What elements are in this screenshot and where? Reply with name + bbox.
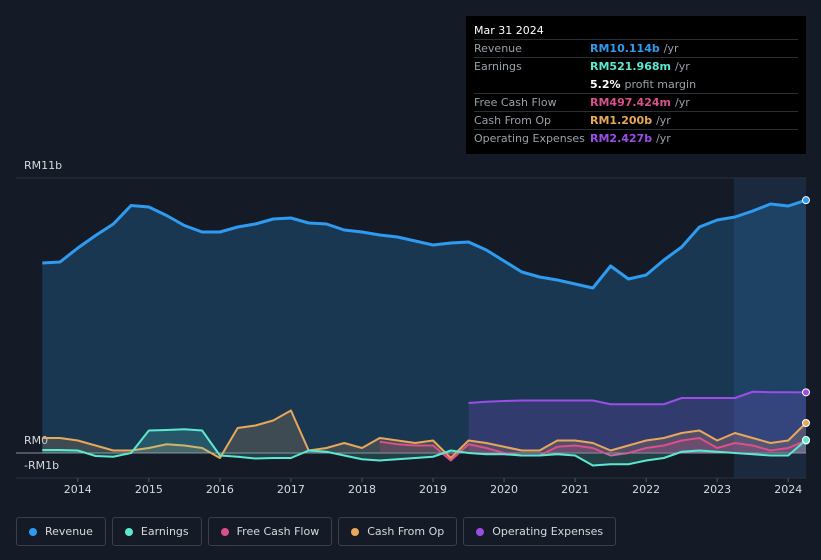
series-line: [42, 428, 807, 467]
x-tick-label: 2016: [206, 483, 234, 496]
legend-swatch: [476, 527, 485, 536]
series-area: [42, 410, 807, 458]
tooltip: Mar 31 2024 Revenue RM10.114b/yr Earnings R…: [466, 16, 806, 154]
legend-swatch: [220, 527, 229, 536]
tooltip-unit: /yr: [674, 60, 690, 74]
legend-item[interactable]: Cash From Op: [338, 517, 458, 546]
legend-item[interactable]: Earnings: [111, 517, 202, 546]
tooltip-row: Cash From Op RM1.200b/yr: [474, 111, 798, 129]
legend-label: Cash From Op: [367, 525, 445, 538]
series-line: [379, 437, 807, 462]
tooltip-unit: /yr: [656, 114, 671, 128]
x-tick-label: 2018: [348, 483, 376, 496]
tooltip-label: Earnings: [474, 60, 522, 74]
y-tick-label: RM0: [24, 434, 48, 447]
series-line: [468, 390, 807, 406]
end-marker: [802, 419, 810, 427]
tooltip-value: RM521.968m: [590, 60, 671, 74]
legend-swatch: [124, 527, 133, 536]
tooltip-row: Operating Expenses RM2.427b/yr: [474, 129, 798, 147]
tooltip-value: 5.2%: [590, 77, 621, 91]
x-tick-label: 2014: [64, 483, 92, 496]
tooltip-value: RM2.427b: [590, 132, 653, 146]
x-tick-label: 2019: [419, 483, 447, 496]
tooltip-value: RM497.424m: [590, 95, 671, 109]
tooltip-row: Revenue RM10.114b/yr: [474, 39, 798, 57]
series-group: [379, 437, 807, 462]
tooltip-row: Earnings RM521.968m/yr: [474, 57, 798, 75]
series-area: [42, 200, 807, 453]
legend-swatch: [351, 527, 360, 536]
series-group: [42, 409, 807, 459]
x-tick-label: 2020: [490, 483, 518, 496]
legend-label: Revenue: [45, 525, 93, 538]
series-group: [42, 428, 807, 467]
tooltip-unit: /yr: [656, 132, 671, 146]
x-tick-label: 2015: [135, 483, 163, 496]
legend-item[interactable]: Revenue: [16, 517, 106, 546]
end-marker: [802, 388, 810, 397]
series-area: [379, 438, 806, 461]
x-tick-label: 2017: [277, 483, 305, 496]
y-tick-label: -RM1b: [24, 459, 59, 472]
series-area: [42, 429, 807, 466]
forecast-highlight: [734, 178, 806, 478]
tooltip-value: RM1.200b: [590, 114, 653, 128]
series-line: [42, 198, 807, 290]
end-marker: [802, 435, 810, 444]
y-tick-label: RM11b: [24, 159, 62, 172]
tooltip-unit: profit margin: [624, 77, 697, 91]
legend: Revenue Earnings Free Cash Flow Cash From O…: [16, 517, 617, 546]
series-group: [42, 198, 807, 453]
chart: RM11b RM0 -RM1b 2014 2015 2016 2017 2018 2019 202…: [16, 159, 810, 496]
tooltip-row: 5.2% profit margin: [474, 76, 798, 93]
x-tick-label: 2022: [632, 483, 660, 496]
end-marker: [802, 196, 810, 205]
tooltip-row: Free Cash Flow RM497.424m/yr: [474, 92, 798, 111]
tooltip-label: Operating Expenses: [474, 132, 585, 146]
tooltip-label: Cash From Op: [474, 114, 552, 128]
tooltip-label: Free Cash Flow: [474, 95, 557, 109]
x-tick-label: 2023: [703, 483, 731, 496]
tooltip-label: Revenue: [474, 42, 522, 55]
legend-label: Earnings: [140, 525, 189, 538]
legend-label: Free Cash Flow: [236, 525, 320, 538]
legend-swatch: [29, 527, 37, 536]
legend-label: Operating Expenses: [492, 525, 604, 538]
tooltip-unit: /yr: [674, 95, 690, 109]
x-tick-label: 2021: [561, 483, 589, 496]
legend-item[interactable]: Operating Expenses: [463, 517, 617, 546]
series-line: [42, 409, 807, 459]
tooltip-date: Mar 31 2024: [474, 24, 544, 37]
legend-item[interactable]: Free Cash Flow: [207, 517, 333, 546]
tooltip-unit: /yr: [663, 42, 679, 55]
tooltip-value: RM10.114b: [590, 42, 660, 55]
x-tick-label: 2024: [774, 483, 802, 496]
